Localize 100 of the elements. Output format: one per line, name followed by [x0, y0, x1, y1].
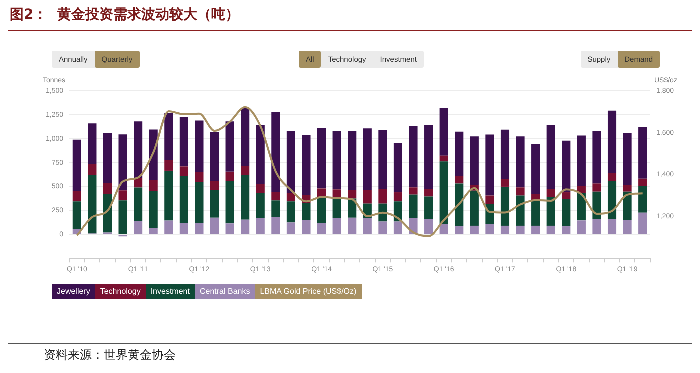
- text: Investment: [146, 284, 195, 299]
- bar: [149, 180, 158, 192]
- bar: [440, 224, 448, 234]
- bar: [546, 197, 556, 226]
- bar: [318, 223, 326, 234]
- bar: [272, 112, 280, 192]
- bar: [363, 218, 372, 234]
- text: 资料来源：世界黄金协会: [44, 347, 176, 364]
- bar: [455, 132, 464, 176]
- bar: [302, 135, 311, 196]
- bar: [286, 192, 296, 202]
- bar: [241, 220, 250, 234]
- bar: [363, 190, 372, 204]
- bar: [562, 226, 571, 234]
- bar: [195, 223, 204, 234]
- bar: [516, 136, 525, 188]
- bar: [424, 196, 434, 220]
- bar: [210, 218, 220, 234]
- bar: [608, 219, 617, 234]
- bar: [286, 202, 296, 223]
- bar: [516, 226, 525, 234]
- bar: [256, 218, 265, 234]
- chart-title: 图2： 黄金投资需求波动较大（吨）: [10, 6, 240, 24]
- bar: [500, 130, 510, 180]
- bar: [638, 178, 648, 186]
- bar: [440, 162, 448, 224]
- bar: [532, 226, 540, 234]
- bar: [378, 189, 388, 204]
- bar: [332, 218, 342, 234]
- bar: [210, 190, 220, 218]
- bar: [546, 226, 556, 234]
- text: LBMA Gold Price (US$/Oz): [255, 284, 362, 299]
- bar: [195, 182, 204, 224]
- bar: [608, 181, 617, 220]
- bar: [88, 124, 97, 164]
- bar: [134, 188, 143, 222]
- bar: [577, 193, 586, 221]
- bar: [546, 189, 556, 198]
- bar: [286, 131, 296, 193]
- bar: [394, 222, 402, 234]
- bar: [500, 186, 510, 226]
- bar: [409, 188, 418, 195]
- bar: [88, 164, 97, 176]
- bar: [608, 110, 617, 174]
- bar: [134, 122, 143, 178]
- bar: [623, 134, 632, 186]
- bar: [210, 181, 220, 190]
- bar: [577, 136, 586, 186]
- bar: [623, 220, 632, 234]
- bar: [562, 192, 571, 200]
- bar: [72, 191, 82, 202]
- bar: [486, 224, 494, 234]
- bar: [546, 125, 556, 190]
- bar: [318, 198, 326, 224]
- bar: [532, 200, 540, 226]
- bar: [638, 186, 648, 213]
- bar: [348, 218, 357, 234]
- bar: [363, 128, 372, 190]
- bar: [226, 172, 234, 182]
- bar: [286, 222, 296, 234]
- bar: [592, 219, 602, 234]
- bar: [623, 192, 632, 220]
- bar: [180, 176, 188, 224]
- bar: [226, 224, 234, 234]
- bar: [455, 184, 464, 227]
- bar: [272, 200, 280, 218]
- text: Central Banks: [194, 284, 256, 299]
- bar: [72, 202, 82, 230]
- bar: [440, 156, 448, 162]
- bar: [394, 143, 402, 193]
- bar: [210, 132, 220, 182]
- bar: [440, 108, 448, 156]
- bar: [623, 185, 632, 192]
- bar: [256, 184, 265, 193]
- bar: [272, 192, 280, 201]
- bar: [516, 188, 525, 196]
- bar: [195, 172, 204, 182]
- bar: [164, 114, 174, 160]
- bar: [592, 192, 602, 220]
- bar: [72, 140, 82, 192]
- bar: [532, 194, 540, 200]
- bar: [592, 131, 602, 184]
- bar: [486, 196, 494, 204]
- bar: [241, 175, 250, 220]
- bar: [164, 160, 174, 171]
- bar: [226, 181, 234, 224]
- bar: [302, 220, 311, 234]
- bar: [455, 226, 464, 234]
- bar: [500, 179, 510, 187]
- bar: [470, 226, 479, 234]
- bar: [272, 217, 280, 234]
- line-series: [76, 106, 644, 238]
- bar: [577, 220, 586, 234]
- bar: [486, 134, 494, 196]
- bar: [164, 220, 174, 234]
- bar: [241, 166, 250, 176]
- bar: [195, 120, 204, 172]
- bar: [302, 203, 311, 220]
- bar: [118, 200, 128, 234]
- bar: [532, 144, 540, 194]
